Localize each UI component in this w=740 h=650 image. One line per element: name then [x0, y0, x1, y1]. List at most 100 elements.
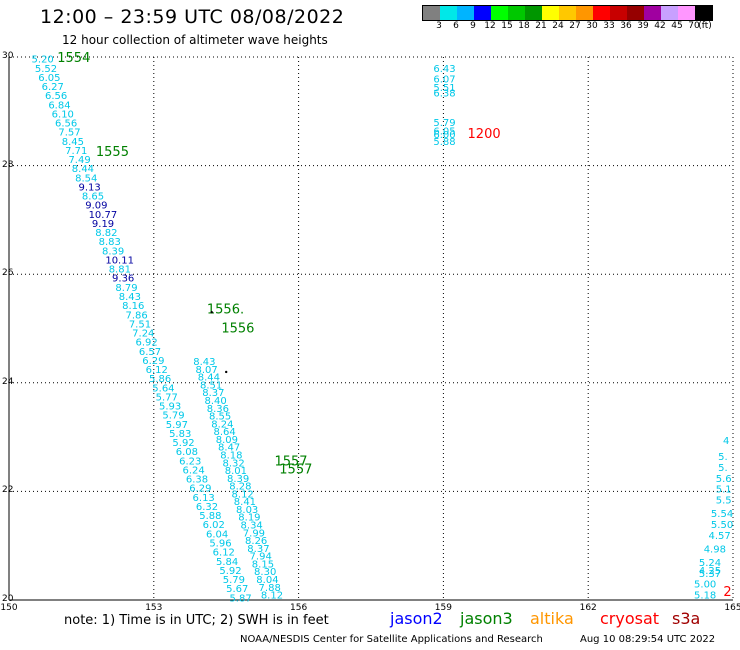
legend-swatch — [474, 6, 491, 20]
wave-height-value: 5.96 — [209, 539, 231, 550]
longitude-label: 156 — [290, 603, 308, 613]
legend-swatch — [423, 6, 440, 20]
wave-height-value: 7.88 — [259, 583, 281, 594]
latitude-label: 28 — [2, 159, 14, 170]
wave-height-value: 6.57 — [139, 347, 161, 358]
wave-height-value: 7.57 — [58, 128, 80, 139]
wave-height-value: 8.28 — [229, 482, 251, 493]
wave-height-value: 8.43 — [193, 357, 215, 368]
pass-time-label: 1200 — [468, 127, 501, 142]
wave-height-value: 5.92 — [219, 566, 241, 577]
wave-height-value: 6.24 — [182, 465, 204, 476]
legend-swatch — [559, 6, 576, 20]
wave-height-value: 4 — [723, 436, 729, 447]
wave-height-value: 6.10 — [52, 109, 74, 120]
pass-time-label: 1557 — [279, 463, 312, 478]
legend-label: (ft) — [698, 21, 712, 31]
legend-swatch — [695, 6, 712, 20]
wave-height-value: 5.84 — [216, 557, 238, 568]
wave-height-map: 5.205.526.056.276.566.846.106.567.578.45… — [8, 51, 734, 604]
wave-height-value: 5.24 — [699, 558, 721, 569]
latitude-label: 22 — [2, 485, 14, 496]
wave-height-value: 8.18 — [220, 450, 242, 461]
wave-height-value: 8.24 — [211, 419, 233, 430]
wave-height-value: 8.07 — [195, 365, 217, 376]
wave-height-value: 9.36 — [112, 274, 134, 285]
legend-label: 33 — [603, 21, 615, 31]
legend-swatch — [457, 6, 474, 20]
wave-height-value: 8.82 — [95, 228, 117, 239]
wave-height-value: 8.09 — [216, 435, 238, 446]
credit-line: NOAA/NESDIS Center for Satellite Applica… — [240, 634, 543, 645]
legend-swatch — [644, 6, 661, 20]
wave-height-value: 8.12 — [261, 591, 283, 602]
wave-height-value: 6.12 — [213, 548, 235, 559]
wave-height-value: 8.26 — [245, 536, 267, 547]
legend-label: 9 — [470, 21, 476, 31]
wave-height-value: 8.03 — [236, 505, 258, 516]
satellite-label: cryosat — [600, 609, 660, 628]
wave-height-values: 5.205.526.056.276.566.846.106.567.578.45… — [32, 51, 734, 604]
wave-height-value: 6.04 — [206, 529, 228, 540]
wave-height-value: 8.19 — [238, 513, 260, 524]
wave-height-value: 5.88 — [199, 511, 221, 522]
legend-label: 42 — [654, 21, 666, 31]
wave-height-value: 8.81 — [109, 265, 131, 276]
legend-swatch — [542, 6, 559, 20]
wave-height-value: 5.67 — [226, 584, 248, 595]
wave-height-value: 8.04 — [256, 575, 278, 586]
latitude-label: 26 — [2, 268, 14, 279]
wave-height-value: 8.55 — [209, 412, 231, 423]
map-title: 12:00 – 23:59 UTC 08/08/2022 — [40, 6, 345, 28]
wave-height-value: 6.23 — [179, 456, 201, 467]
wave-height-value: 6.29 — [142, 356, 164, 367]
wave-height-value: 8.65 — [82, 192, 104, 203]
wave-height-value: 8.51 — [200, 380, 222, 391]
wave-height-value: 8.37 — [247, 544, 269, 555]
legend-swatch — [491, 6, 508, 20]
wave-height-value: 4.98 — [704, 544, 726, 555]
wave-height-value: 8.39 — [227, 474, 249, 485]
wave-height-value: 8.41 — [234, 497, 256, 508]
legend-label: 24 — [552, 21, 564, 31]
legend-swatch — [593, 6, 610, 20]
wave-height-value: 5.97 — [166, 420, 188, 431]
latitude-label: 20 — [2, 594, 14, 604]
satellite-label: altika — [530, 609, 574, 628]
wave-height-value: 8.34 — [241, 521, 263, 532]
wave-height-value: 6.00 — [433, 130, 455, 141]
longitude-label: 159 — [434, 603, 452, 613]
wave-height-value: 6.13 — [193, 493, 215, 504]
legend-swatch — [627, 6, 644, 20]
wave-height-value: 8.12 — [232, 489, 254, 500]
wave-height-value: 6.32 — [196, 502, 218, 513]
footer-note: note: 1) Time is in UTC; 2) SWH is in fe… — [64, 613, 329, 628]
wave-height-value: 8.44 — [198, 373, 220, 384]
wave-height-value: 6.84 — [48, 100, 70, 111]
legend-label: 70 — [688, 21, 700, 31]
wave-height-value: 5.20 — [32, 55, 54, 66]
legend-label: 39 — [637, 21, 649, 31]
wave-height-value: 5.79 — [162, 411, 184, 422]
legend-label: 3 — [436, 21, 442, 31]
wave-height-value: 8.47 — [218, 443, 240, 454]
legend-swatch — [576, 6, 593, 20]
legend-label: 45 — [671, 21, 683, 31]
longitude-label: 165 — [724, 603, 740, 613]
wave-height-value: 8.43 — [119, 292, 141, 303]
wave-height-value: 6.02 — [203, 520, 225, 531]
wave-height-value: 10.11 — [105, 255, 134, 266]
wave-height-value: 9.09 — [85, 201, 107, 212]
wave-height-value: 4.25 — [699, 566, 721, 577]
map-grid — [8, 56, 734, 601]
wave-height-value: 8.40 — [205, 396, 227, 407]
wave-height-value: 9.19 — [92, 219, 114, 230]
wave-height-value: 6.05 — [38, 73, 60, 84]
generated-timestamp: Aug 10 08:29:54 UTC 2022 — [580, 634, 716, 645]
wave-height-value: 6.07 — [433, 75, 455, 86]
wave-height-value: 8.39 — [102, 246, 124, 257]
wave-height-value: 5.86 — [149, 374, 171, 385]
wave-height-value: 5.64 — [152, 383, 174, 394]
wave-height-value: 7.24 — [132, 329, 154, 340]
legend-swatch — [610, 6, 627, 20]
